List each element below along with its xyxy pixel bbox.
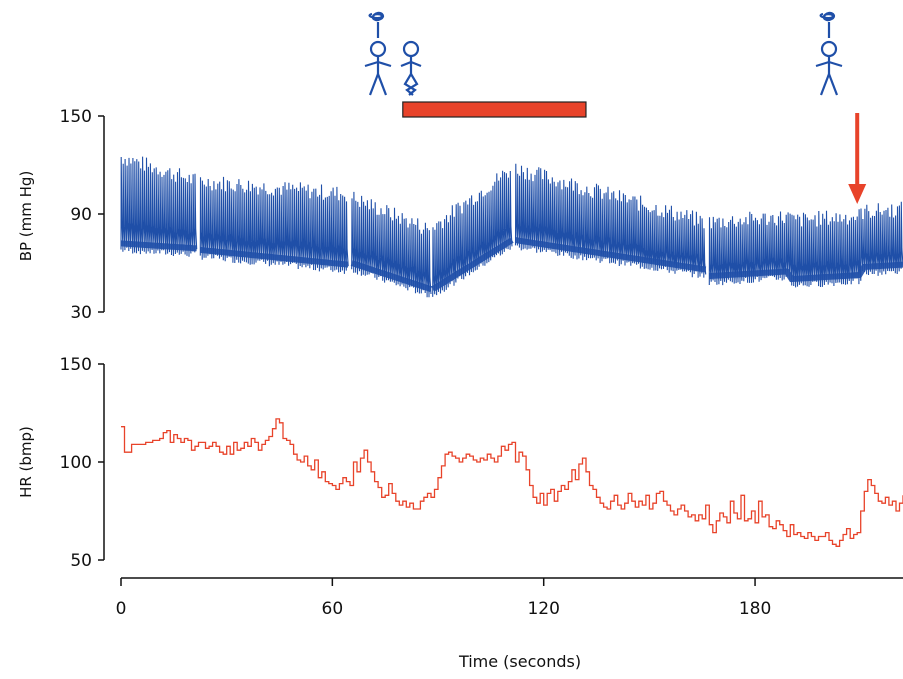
bp-tick-label-30: 30 xyxy=(70,303,92,323)
bp-diastolic-band-5 xyxy=(709,261,903,283)
x-axis-label: Time (seconds) xyxy=(458,652,581,671)
bp-segment-1 xyxy=(199,176,349,274)
hr-panel: 50 100 150 HR (bmp) xyxy=(17,355,903,571)
annotations xyxy=(364,11,867,204)
bp-segment-5 xyxy=(708,201,903,288)
x-tick-label-60: 60 xyxy=(322,599,344,619)
x-tick-label-180: 180 xyxy=(739,599,771,619)
bp-segment-0 xyxy=(120,156,198,257)
bp-diastolic-band-1 xyxy=(199,246,349,268)
bp-trace xyxy=(120,156,903,298)
bp-diastolic-band-0 xyxy=(120,240,197,252)
bp-diastolic-band-3 xyxy=(431,237,514,292)
bp-segment-4 xyxy=(514,163,707,278)
x-axis: 0 60 120 180 Time (seconds) xyxy=(116,577,903,671)
event-bar xyxy=(402,101,587,118)
x-ticks: 0 60 120 180 xyxy=(116,578,771,619)
dizzy-person-icon xyxy=(364,11,392,96)
hr-axis-label: HR (bmp) xyxy=(17,426,35,498)
dizzy-person-icon-right xyxy=(815,11,843,96)
bp-segment-3 xyxy=(432,170,513,297)
bp-segment-2 xyxy=(351,191,432,298)
hr-tick-label-50: 50 xyxy=(70,551,92,571)
bp-tick-label-90: 90 xyxy=(70,205,92,225)
bp-diastolic-band-2 xyxy=(350,260,432,292)
arrow-head xyxy=(848,184,867,204)
hr-tick-label-150: 150 xyxy=(60,355,92,375)
bp-axis-label: BP (mm Hg) xyxy=(17,171,35,262)
person-icon xyxy=(400,40,422,96)
hr-trace xyxy=(121,418,903,547)
bp-tick-label-150: 150 xyxy=(60,107,92,127)
x-tick-label-0: 0 xyxy=(116,599,127,619)
x-tick-label-120: 120 xyxy=(527,599,559,619)
hr-tick-label-100: 100 xyxy=(60,453,92,473)
bp-y-ticks: 30 90 150 xyxy=(60,107,104,323)
bp-diastolic-band-4 xyxy=(515,237,707,273)
down-arrow-icon xyxy=(848,113,867,204)
hr-y-ticks: 50 100 150 xyxy=(60,355,104,571)
bp-panel: 30 90 150 BP (mm Hg) xyxy=(17,107,903,323)
